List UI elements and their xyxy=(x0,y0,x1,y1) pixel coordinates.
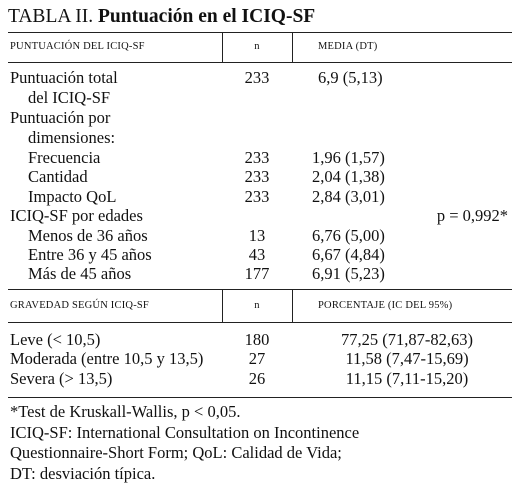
cell-n: 233 xyxy=(244,187,270,206)
title-label: TABLA II. xyxy=(8,6,94,27)
rule xyxy=(8,397,512,398)
cell-n: 43 xyxy=(248,245,266,264)
rule xyxy=(292,33,293,62)
header-cell: PUNTUACIÓN DEL ICIQ-SF xyxy=(10,41,145,52)
header-cell: n xyxy=(254,300,260,311)
cell-n: 233 xyxy=(244,68,270,87)
cell-value: 6,9 (5,13) xyxy=(318,68,383,87)
cell-value: 11,15 (7,11-15,20) xyxy=(345,369,469,388)
row-label: Severa (> 13,5) xyxy=(10,369,113,388)
row-label: Impacto QoL xyxy=(28,187,117,206)
footnote: ICIQ-SF: International Consultation on I… xyxy=(10,422,360,442)
rule xyxy=(222,33,223,62)
row-label: Puntuación total xyxy=(10,68,118,87)
title-text: Puntuación en el ICIQ-SF xyxy=(97,6,316,27)
cell-n: 177 xyxy=(244,264,270,283)
cell-n: 13 xyxy=(248,226,266,245)
header-cell: GRAVEDAD SEGÚN ICIQ-SF xyxy=(10,300,149,311)
row-label: Cantidad xyxy=(28,167,88,186)
cell-value: 6,67 (4,84) xyxy=(312,245,385,264)
cell-n: 27 xyxy=(248,349,266,368)
row-label: dimensiones: xyxy=(28,128,116,147)
cell-value: 1,96 (1,57) xyxy=(312,148,385,167)
cell-value: 11,58 (7,47-15,69) xyxy=(345,349,469,368)
title: TABLA II. Puntuación en el ICIQ-SF xyxy=(8,6,315,28)
rule xyxy=(8,289,512,290)
header-cell: MEDIA (DT) xyxy=(318,41,378,52)
row-label: Entre 36 y 45 años xyxy=(28,245,152,264)
cell-n: 233 xyxy=(244,167,270,186)
rule xyxy=(8,62,512,63)
row-label: del ICIQ-SF xyxy=(28,88,111,107)
cell-n: 180 xyxy=(244,330,270,349)
row-label: Más de 45 años xyxy=(28,264,132,283)
row-label: Moderada (entre 10,5 y 13,5) xyxy=(10,349,204,368)
rule xyxy=(8,32,512,34)
cell-value: 2,84 (3,01) xyxy=(312,187,385,206)
cell-note: p = 0,992* xyxy=(436,206,508,225)
cell-value: 2,04 (1,38) xyxy=(312,167,385,186)
rule xyxy=(8,322,512,323)
footnote: DT: desviación típica. xyxy=(10,463,156,483)
rule xyxy=(292,290,293,322)
cell-n: 233 xyxy=(244,148,270,167)
row-label: Leve (< 10,5) xyxy=(10,330,101,349)
header-cell: PORCENTAJE (IC DEL 95%) xyxy=(318,300,453,311)
row-label: Menos de 36 años xyxy=(28,226,148,245)
rule xyxy=(222,290,223,322)
row-label: Puntuación por xyxy=(10,108,111,127)
footnote: Questionnaire-Short Form; QoL: Calidad d… xyxy=(10,443,342,462)
cell-value: 77,25 (71,87-82,63) xyxy=(341,330,473,349)
footnote: *Test de Kruskall-Wallis, p < 0,05. xyxy=(10,402,241,421)
cell-value: 6,91 (5,23) xyxy=(312,264,385,283)
cell-value: 6,76 (5,00) xyxy=(312,226,385,245)
row-label: Frecuencia xyxy=(28,148,101,167)
cell-n: 26 xyxy=(248,369,266,388)
row-label: ICIQ-SF por edades xyxy=(10,206,143,225)
header-cell: n xyxy=(254,41,260,52)
